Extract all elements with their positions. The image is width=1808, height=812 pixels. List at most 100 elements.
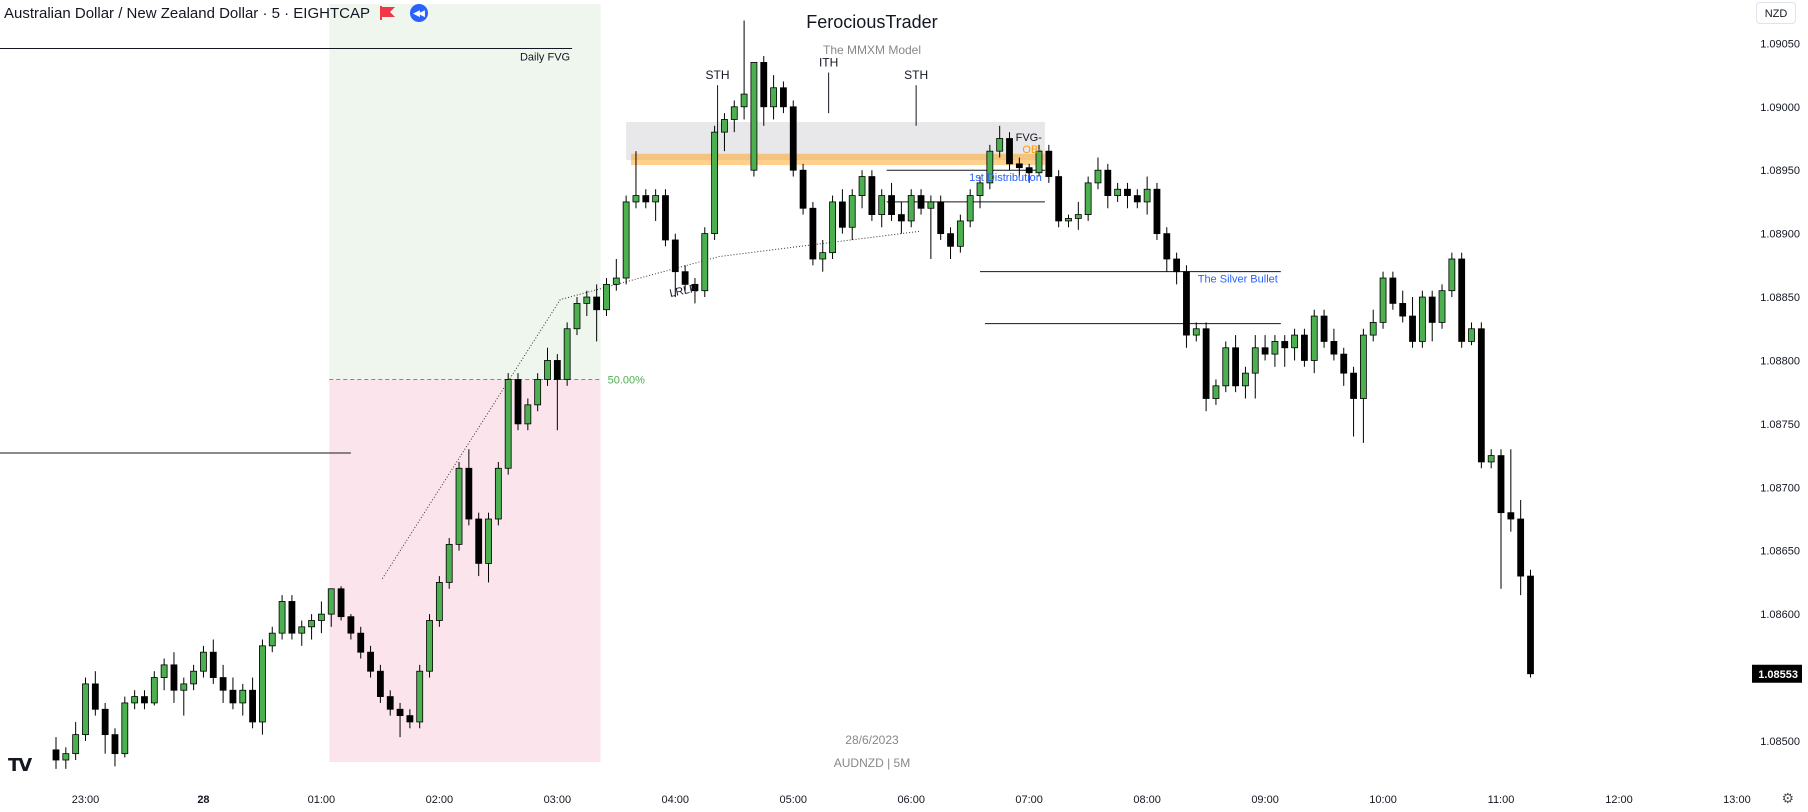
candle-up[interactable]	[190, 664, 198, 691]
candle-up[interactable]	[268, 626, 276, 653]
candle-down[interactable]	[1458, 252, 1466, 348]
candle-down[interactable]	[1202, 322, 1210, 412]
candle-down[interactable]	[1477, 322, 1485, 469]
candle-down[interactable]	[1497, 449, 1505, 589]
candle-up[interactable]	[612, 258, 620, 291]
candle-up[interactable]	[603, 278, 610, 317]
candle-down[interactable]	[465, 449, 473, 526]
candle-up[interactable]	[62, 747, 70, 769]
candle-down[interactable]	[1261, 335, 1269, 361]
candle-up[interactable]	[239, 683, 247, 716]
candle-down[interactable]	[1163, 227, 1171, 272]
candle-down[interactable]	[1389, 271, 1397, 310]
candle-up[interactable]	[445, 538, 453, 589]
candle-down[interactable]	[1517, 499, 1525, 596]
candle-down[interactable]	[789, 100, 797, 177]
candle-up[interactable]	[1065, 214, 1072, 228]
candle-up[interactable]	[1310, 309, 1318, 374]
candle-up[interactable]	[298, 620, 306, 646]
candle-down[interactable]	[1330, 328, 1338, 361]
candle-down[interactable]	[671, 233, 679, 298]
candle-up[interactable]	[1369, 309, 1377, 342]
candle-down[interactable]	[1301, 328, 1308, 367]
candle-up[interactable]	[534, 373, 542, 412]
candle-down[interactable]	[642, 189, 650, 209]
candle-down[interactable]	[937, 195, 945, 240]
candle-up[interactable]	[1035, 144, 1043, 177]
candle-up[interactable]	[327, 588, 335, 627]
candle-up[interactable]	[1074, 201, 1082, 230]
candle-up[interactable]	[848, 189, 856, 240]
candle-up[interactable]	[1468, 322, 1475, 346]
symbol-title[interactable]: Australian Dollar / New Zealand Dollar ·…	[4, 4, 370, 22]
candle-down[interactable]	[347, 614, 355, 640]
candle-up[interactable]	[1418, 290, 1426, 348]
candle-up[interactable]	[730, 100, 738, 133]
candle-down[interactable]	[229, 677, 237, 710]
candle-up[interactable]	[160, 658, 168, 691]
candle-down[interactable]	[376, 664, 384, 703]
candle-up[interactable]	[485, 512, 492, 583]
candle-up[interactable]	[259, 639, 266, 735]
candle-down[interactable]	[868, 170, 876, 221]
candle-up[interactable]	[494, 461, 502, 526]
candle-up[interactable]	[180, 677, 188, 716]
candle-down[interactable]	[947, 227, 954, 259]
candle-down[interactable]	[1507, 449, 1515, 532]
candle-up[interactable]	[82, 677, 89, 741]
candle-down[interactable]	[91, 671, 99, 716]
candle-down[interactable]	[888, 182, 895, 221]
candle-up[interactable]	[1114, 182, 1122, 202]
candle-up[interactable]	[131, 690, 139, 710]
candle-up[interactable]	[829, 195, 836, 259]
candle-up[interactable]	[426, 614, 433, 678]
candle-up[interactable]	[1094, 157, 1102, 190]
candle-up[interactable]	[750, 61, 758, 177]
candle-down[interactable]	[288, 595, 296, 640]
candle-down[interactable]	[1006, 132, 1013, 171]
candle-up[interactable]	[121, 696, 129, 758]
candle-down[interactable]	[1409, 297, 1416, 348]
candle-down[interactable]	[141, 690, 148, 710]
candle-down[interactable]	[1045, 144, 1053, 183]
candle-down[interactable]	[1281, 335, 1289, 367]
candle-down[interactable]	[897, 201, 905, 234]
candle-up[interactable]	[966, 189, 974, 228]
candle-down[interactable]	[101, 702, 109, 754]
candle-down[interactable]	[1428, 290, 1436, 342]
candle-down[interactable]	[1183, 265, 1190, 348]
candle-down[interactable]	[249, 677, 257, 729]
candle-down[interactable]	[396, 702, 404, 738]
candle-down[interactable]	[1025, 163, 1033, 183]
replay-icon[interactable]: ◀◀	[409, 4, 428, 22]
candle-up[interactable]	[701, 227, 709, 298]
candle-up[interactable]	[308, 614, 315, 640]
candle-down[interactable]	[1527, 569, 1534, 678]
candle-up[interactable]	[976, 176, 984, 209]
candle-down[interactable]	[52, 737, 60, 769]
candle-up[interactable]	[1271, 335, 1279, 367]
candle-up[interactable]	[435, 576, 443, 627]
candle-down[interactable]	[1015, 157, 1023, 177]
tradingview-logo-icon[interactable]: TV	[8, 755, 32, 776]
candle-up[interactable]	[318, 601, 325, 634]
candle-down[interactable]	[839, 189, 846, 234]
candle-down[interactable]	[1124, 182, 1131, 209]
candle-down[interactable]	[760, 56, 768, 126]
candle-down[interactable]	[219, 664, 227, 703]
candle-down[interactable]	[1320, 309, 1328, 348]
candle-up[interactable]	[72, 721, 80, 760]
candle-up[interactable]	[504, 373, 512, 475]
candle-up[interactable]	[278, 595, 286, 640]
candle-down[interactable]	[809, 201, 817, 266]
candle-down[interactable]	[514, 373, 522, 431]
candle-up[interactable]	[1359, 328, 1367, 443]
candle-up[interactable]	[1487, 449, 1495, 469]
candle-up[interactable]	[1291, 328, 1298, 361]
flag-icon[interactable]	[379, 6, 395, 20]
candle-up[interactable]	[819, 239, 827, 272]
candle-up[interactable]	[721, 113, 728, 152]
candle-down[interactable]	[1104, 163, 1112, 209]
